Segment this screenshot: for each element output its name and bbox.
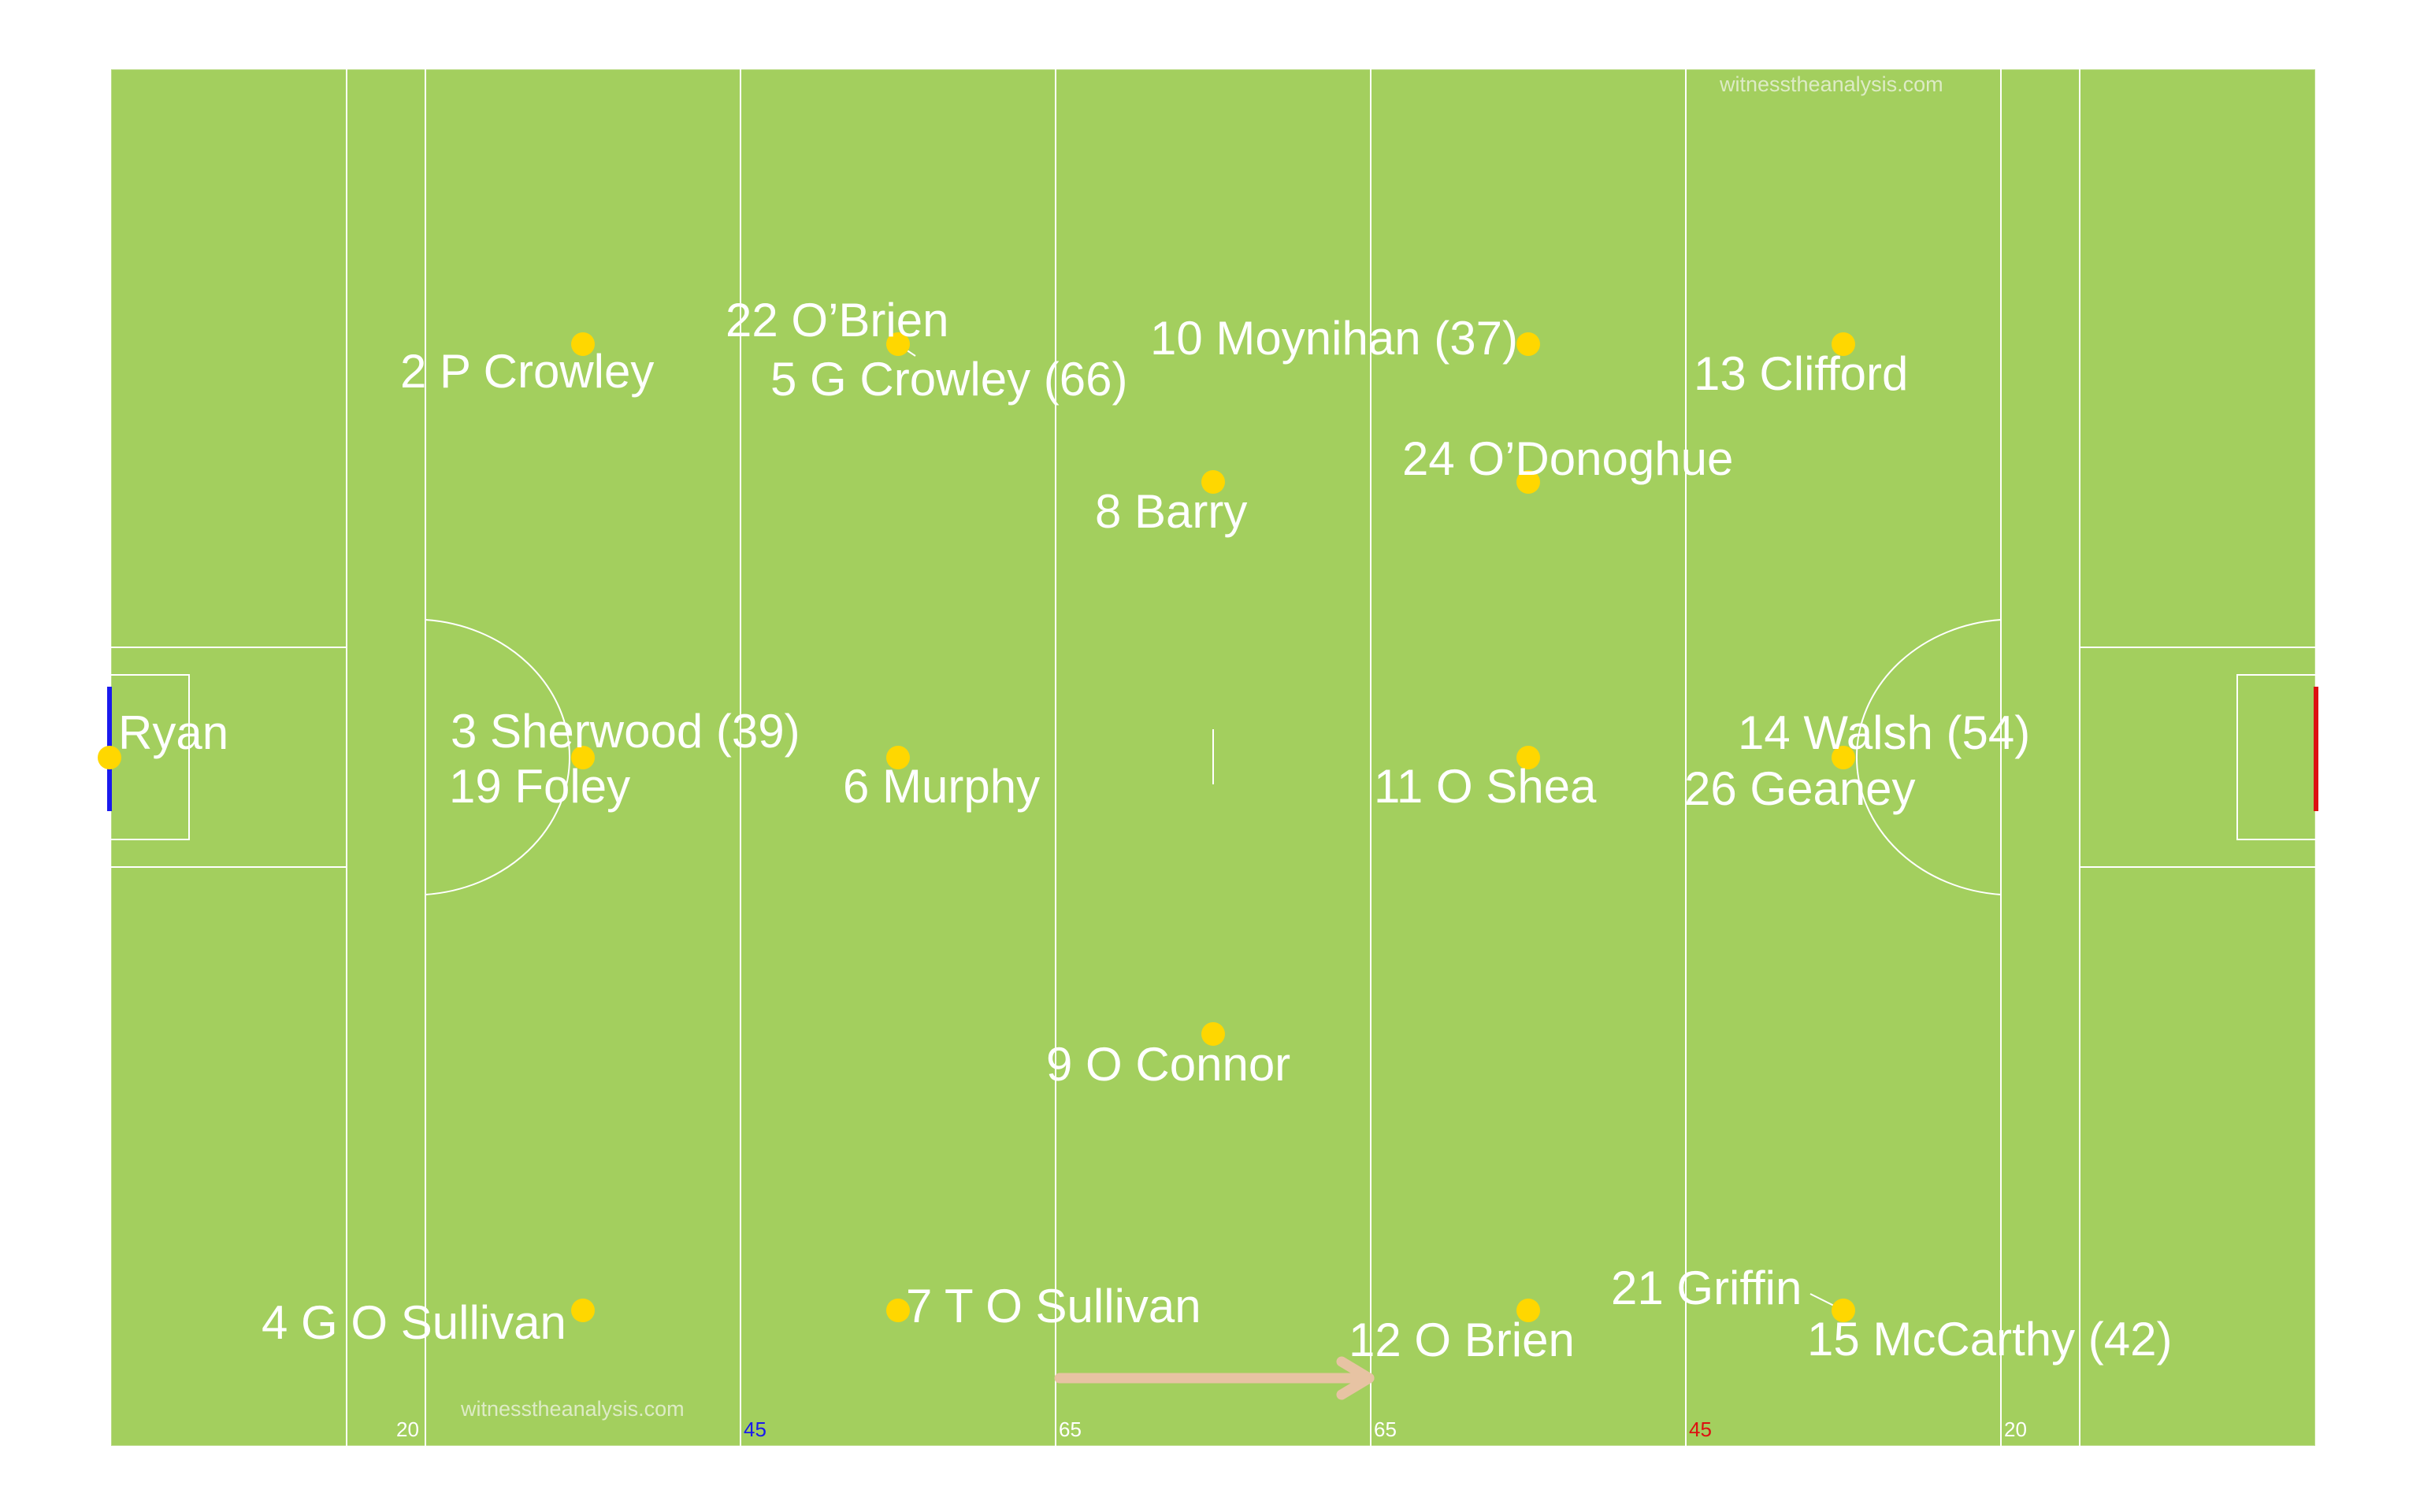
- player-label-o-brien-12: 12 O Brien: [1349, 1314, 1575, 1366]
- player-dot-odonoghue: [1516, 470, 1540, 494]
- player-labels: Ryan 2 P Crowley 3 Sherwood (39) 19 Fole…: [118, 294, 2172, 1366]
- marker-45-left: 45: [744, 1418, 766, 1441]
- player-label-obrien-22: 22 O’Brien: [726, 294, 948, 346]
- watermark-top: witnesstheanalysis.com: [1719, 72, 1943, 96]
- player-label-foley: 19 Foley: [449, 760, 630, 813]
- player-dot-mccarthy: [1832, 1299, 1855, 1322]
- pitch-lines: [110, 69, 2316, 1447]
- arrow-head: [1336, 1356, 1375, 1400]
- player-label-clifford: 13 Clifford: [1694, 347, 1908, 400]
- player-dot-p-crowley: [571, 332, 595, 356]
- player-dot-ryan: [98, 746, 121, 769]
- d-arc-left: [425, 619, 570, 895]
- player-dot-walsh: [1832, 746, 1855, 769]
- player-dot-o-connor: [1201, 1022, 1225, 1046]
- player-dot-barry: [1201, 470, 1225, 494]
- small-rect-right: [2236, 674, 2315, 840]
- d-arc-right: [1856, 619, 2002, 895]
- large-rect-left: [111, 647, 347, 868]
- marker-45-right: 45: [1689, 1418, 1712, 1441]
- player-dots: [98, 332, 1855, 1322]
- marker-65-left: 65: [1059, 1418, 1082, 1441]
- goal-right: [2314, 687, 2318, 811]
- player-dot-g-o-sullivan: [571, 1299, 595, 1322]
- player-label-moynihan: 10 Moynihan (37): [1150, 312, 1518, 365]
- player-label-t-o-sullivan: 7 T O Sullivan: [906, 1280, 1201, 1332]
- large-rect-right: [2079, 647, 2315, 868]
- player-label-ryan: Ryan: [118, 706, 228, 759]
- player-dot-o-brien-12: [1516, 1299, 1540, 1322]
- player-label-griffin: 21 Griffin: [1611, 1262, 1802, 1314]
- player-label-odonoghue: 24 O’Donoghue: [1402, 432, 1733, 485]
- marker-65-right: 65: [1374, 1418, 1397, 1441]
- small-rect-left: [111, 674, 190, 840]
- player-dot-g-crowley: [886, 332, 910, 356]
- player-label-murphy: 6 Murphy: [843, 760, 1040, 813]
- player-dot-murphy: [886, 746, 910, 769]
- player-dot-o-shea: [1516, 746, 1540, 769]
- player-label-g-crowley: 5 G Crowley (66): [770, 353, 1127, 406]
- player-label-p-crowley: 2 P Crowley: [400, 345, 654, 398]
- player-label-g-o-sullivan: 4 G O Sullivan: [262, 1296, 566, 1349]
- player-label-mccarthy: 15 McCarthy (42): [1807, 1313, 2172, 1366]
- player-label-geaney: 26 Geaney: [1684, 762, 1916, 815]
- player-label-o-shea: 11 O Shea: [1374, 760, 1597, 813]
- player-label-sherwood: 3 Sherwood (39): [451, 705, 800, 758]
- player-label-barry: 8 Barry: [1095, 485, 1247, 538]
- player-dot-moynihan: [1516, 332, 1540, 356]
- player-dot-clifford: [1832, 332, 1855, 356]
- player-label-walsh: 14 Walsh (54): [1738, 706, 2030, 759]
- attack-direction-arrow: [1054, 1356, 1375, 1400]
- player-dot-t-o-sullivan: [886, 1299, 910, 1322]
- marker-20-right: 20: [2004, 1418, 2027, 1441]
- player-label-o-connor: 9 O Connor: [1046, 1038, 1290, 1091]
- marker-20-left: 20: [396, 1418, 419, 1441]
- line-markers: 20 45 65 65 45 20: [396, 1418, 2027, 1441]
- watermark-bottom: witnesstheanalysis.com: [460, 1397, 685, 1421]
- player-dot-sherwood: [571, 746, 595, 769]
